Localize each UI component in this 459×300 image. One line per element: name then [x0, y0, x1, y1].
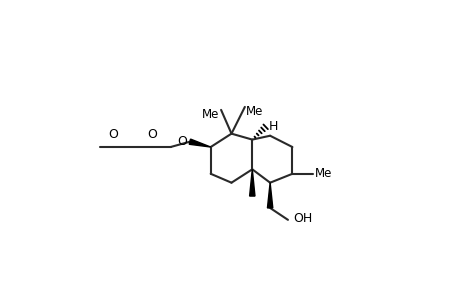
- Polygon shape: [249, 169, 254, 196]
- Text: Me: Me: [246, 105, 263, 119]
- Text: O: O: [108, 128, 118, 141]
- Text: OH: OH: [293, 212, 312, 226]
- Text: Me: Me: [202, 108, 219, 122]
- Text: Me: Me: [314, 167, 331, 180]
- Text: O: O: [147, 128, 157, 141]
- Polygon shape: [189, 139, 210, 147]
- Text: H: H: [269, 120, 278, 133]
- Text: O: O: [177, 135, 187, 148]
- Polygon shape: [267, 183, 272, 208]
